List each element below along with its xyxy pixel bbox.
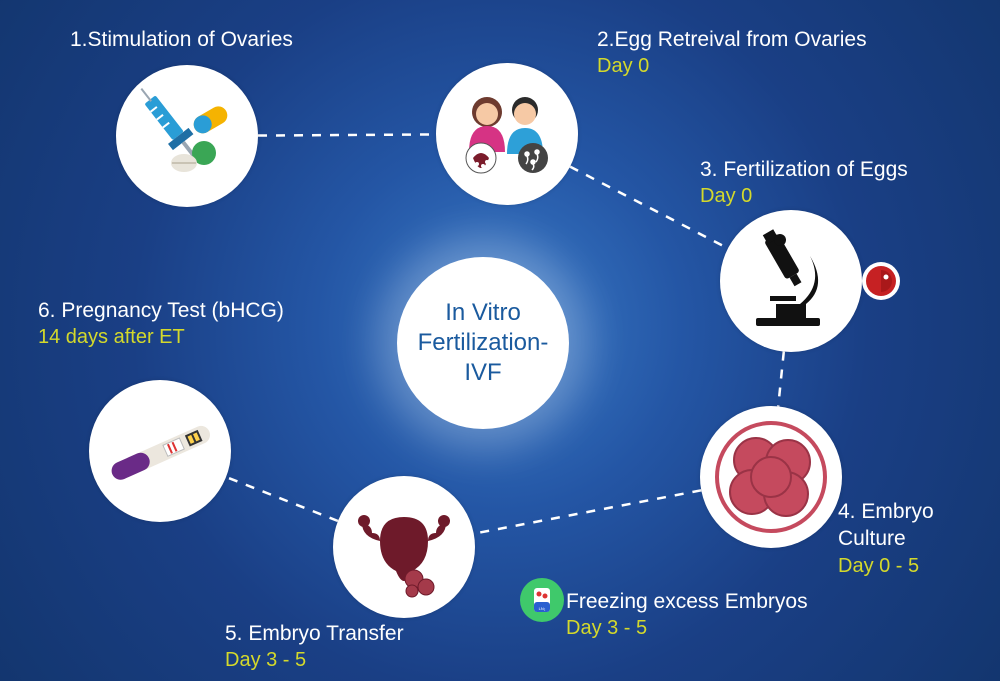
node-egg-retrieval [436,63,578,205]
label-stimulation: 1.Stimulation of Ovaries [70,26,293,53]
syringe-pills-icon [132,81,242,191]
uterus-icon [344,487,464,607]
label-embryo-transfer: 5. Embryo Transfer Day 3 - 5 [225,620,404,673]
svg-text:LN₂: LN₂ [539,606,546,611]
label-title: 6. Pregnancy Test (bHCG) [38,297,284,324]
freezing-icon-circle: LN₂ [520,578,564,622]
label-title: 4. Embryo Culture [838,498,1000,553]
cryo-tank-icon: LN₂ [524,582,560,618]
label-pregnancy-test: 6. Pregnancy Test (bHCG) 14 days after E… [38,297,284,350]
label-title: 5. Embryo Transfer [225,620,404,647]
label-embryo-culture: 4. Embryo Culture Day 0 - 5 [838,498,1000,579]
pregnancy-test-icon [95,386,225,516]
label-egg-retrieval: 2.Egg Retreival from Ovaries Day 0 [597,26,867,79]
center-title: In VitroFertilization-IVF [418,298,549,388]
label-sub: Day 3 - 5 [225,647,404,673]
label-freezing: Freezing excess Embryos Day 3 - 5 [566,588,808,641]
node-stimulation [116,65,258,207]
label-fertilization: 3. Fertilization of Eggs Day 0 [700,156,908,209]
microscope-icon [736,226,846,336]
label-sub: Day 3 - 5 [566,615,808,641]
label-title: 2.Egg Retreival from Ovaries [597,26,867,53]
label-sub: Day 0 - 5 [838,553,1000,579]
label-title: 3. Fertilization of Eggs [700,156,908,183]
embryo-icon [708,414,834,540]
egg-cell-icon [862,262,900,300]
ivf-infographic: In VitroFertilization-IVF [0,0,1000,681]
couple-egg-sperm-icon [447,74,567,194]
label-sub: Day 0 [597,53,867,79]
label-sub: 14 days after ET [38,324,284,350]
node-embryo-culture [700,406,842,548]
label-sub: Day 0 [700,183,908,209]
center-circle: In VitroFertilization-IVF [397,257,569,429]
label-title: 1.Stimulation of Ovaries [70,26,293,53]
node-fertilization [720,210,862,352]
node-embryo-transfer [333,476,475,618]
label-title: Freezing excess Embryos [566,588,808,615]
node-pregnancy-test [89,380,231,522]
